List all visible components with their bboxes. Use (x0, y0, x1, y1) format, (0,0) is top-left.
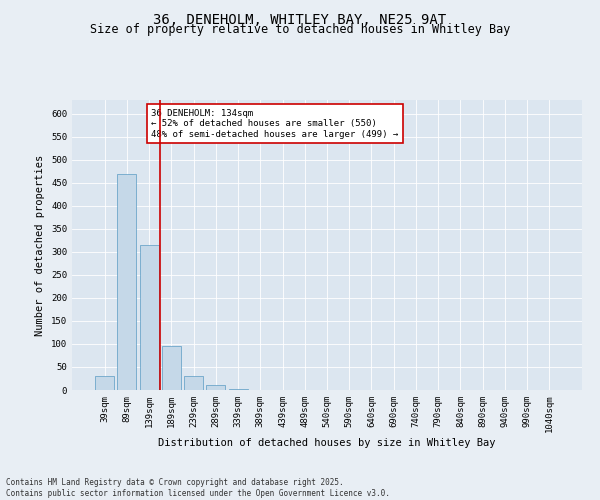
Text: Size of property relative to detached houses in Whitley Bay: Size of property relative to detached ho… (90, 22, 510, 36)
Bar (118, 174, 136, 390)
Text: Contains HM Land Registry data © Crown copyright and database right 2025.
Contai: Contains HM Land Registry data © Crown c… (6, 478, 390, 498)
Text: 36 DENEHOLM: 134sqm
← 52% of detached houses are smaller (550)
48% of semi-detac: 36 DENEHOLM: 134sqm ← 52% of detached ho… (151, 108, 398, 138)
Bar (162, 346, 181, 390)
Bar (140, 245, 158, 390)
Bar (184, 376, 203, 390)
Bar (206, 386, 225, 390)
X-axis label: Distribution of detached houses by size in Whitley Bay: Distribution of detached houses by size … (158, 438, 496, 448)
Bar (229, 388, 248, 390)
Y-axis label: Number of detached properties: Number of detached properties (35, 154, 46, 336)
Bar (95, 376, 114, 390)
Text: 36, DENEHOLM, WHITLEY BAY, NE25 9AT: 36, DENEHOLM, WHITLEY BAY, NE25 9AT (154, 12, 446, 26)
